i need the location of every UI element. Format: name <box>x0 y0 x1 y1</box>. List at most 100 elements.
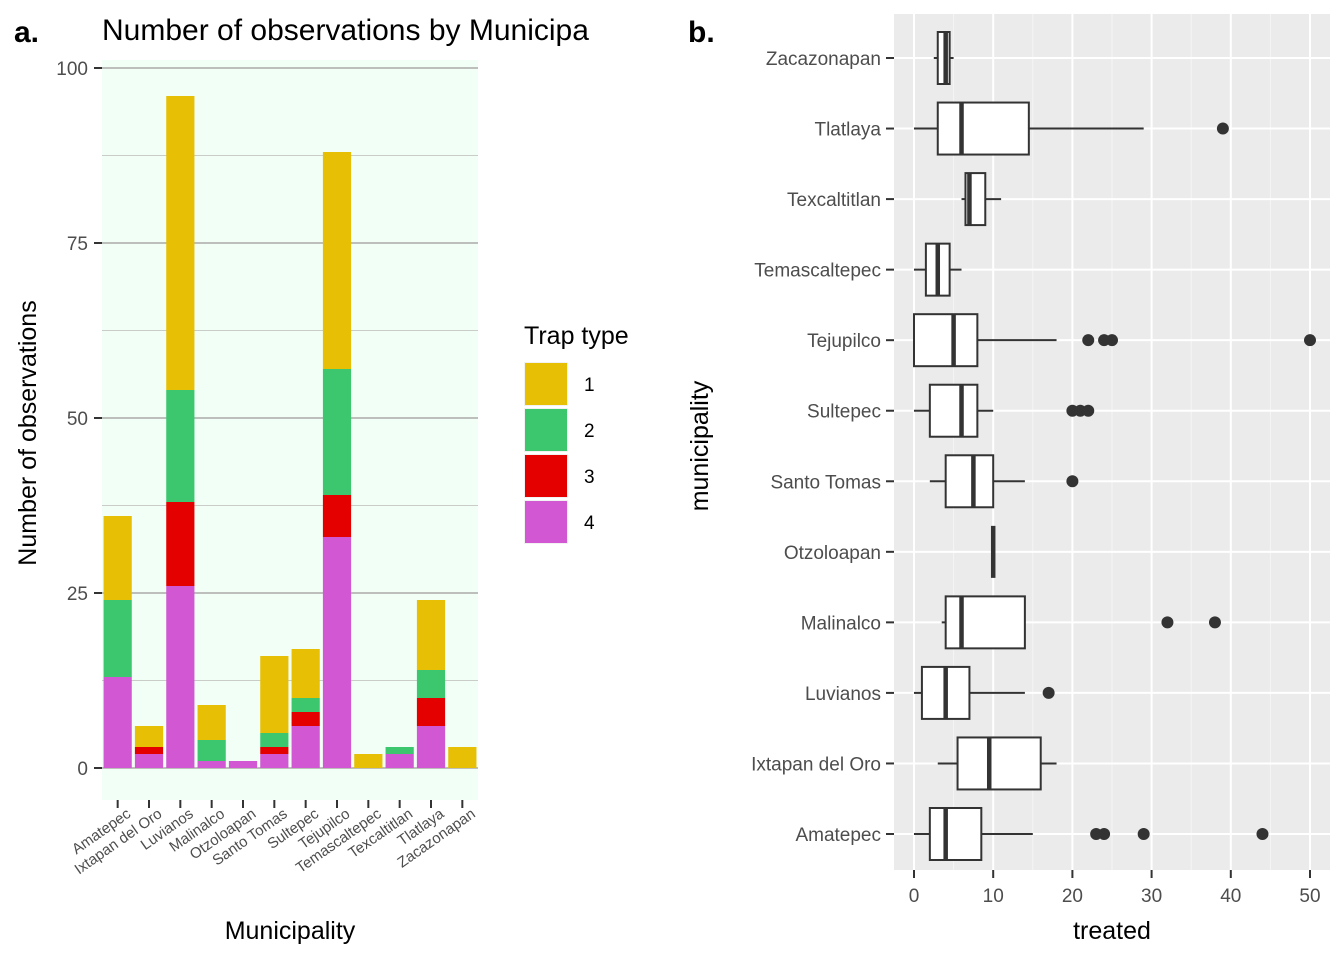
y-tick-label: Tejupilco <box>807 331 881 352</box>
bar-segment <box>416 600 446 670</box>
panel-b-tag: b. <box>688 16 715 49</box>
bar-segment <box>260 656 289 733</box>
box-tejupilco <box>913 313 1316 368</box>
outlier-point <box>1137 828 1150 840</box>
y-tick-label: Sultepec <box>807 402 881 423</box>
bar-segment <box>291 698 320 712</box>
bar-segment <box>103 677 132 768</box>
bar-segment <box>322 152 352 369</box>
box-malinalco <box>941 595 1221 650</box>
outlier-point <box>1216 122 1229 135</box>
legend-label: 1 <box>584 375 595 396</box>
legend-label: 3 <box>584 467 595 488</box>
bar-segment <box>134 754 164 768</box>
chart-a-bars <box>103 96 477 768</box>
outlier-point <box>1082 334 1095 347</box>
y-tick-label: Otzoloapan <box>784 543 881 564</box>
box-texcaltitlan <box>961 172 1002 227</box>
box-luvianos <box>914 665 1055 720</box>
bar-segment <box>166 502 195 586</box>
outlier-point <box>1082 404 1095 417</box>
y-tick-label: 0 <box>77 759 88 780</box>
y-tick-label: Ixtapan del Oro <box>751 754 881 775</box>
box-temascaltepec <box>914 242 962 297</box>
box-ixtapan-del-oro <box>937 736 1057 791</box>
legend-swatch <box>525 363 567 405</box>
chart-a-y-axis: 0 25 50 75 100 <box>56 59 102 780</box>
bar-segment <box>228 761 258 768</box>
bar-segment <box>385 754 414 768</box>
y-tick-label: 75 <box>67 234 88 255</box>
y-tick-label: 50 <box>67 409 88 430</box>
bar-segment <box>197 705 226 740</box>
y-tick-label: Texcaltitlan <box>787 190 881 211</box>
chart-a-grid <box>102 67 478 769</box>
box-iqr <box>928 383 979 438</box>
bar-segment <box>166 96 195 390</box>
box-iqr <box>944 454 995 509</box>
y-tick-label: Zacazonapan <box>766 49 881 70</box>
outlier-point <box>1098 828 1111 840</box>
panel-a: a. Number of observations by Municipa 0 2… <box>14 14 629 945</box>
legend-swatch <box>525 409 567 451</box>
bar-segment <box>103 516 132 600</box>
chart-a-title: Number of observations by Municipa <box>102 14 589 47</box>
panel-b: b. Zacazonapan Tlatlaya Texcaltitlan Temasc… <box>686 14 1330 945</box>
outlier-point <box>1042 686 1055 699</box>
bar-segment <box>322 537 352 768</box>
box-iqr <box>936 101 1030 156</box>
y-tick-label: Malinalco <box>801 613 881 634</box>
bar-segment <box>354 754 383 768</box>
box-tlatlaya <box>914 101 1229 156</box>
bar-segment <box>448 747 477 768</box>
y-tick-label: Luvianos <box>805 684 881 705</box>
y-tick-label: 100 <box>56 59 88 80</box>
bar-segment <box>166 390 195 502</box>
chart-b-boxes <box>913 31 1316 861</box>
bar-segment <box>197 761 226 768</box>
chart-b-x-axis: 0 10 20 30 40 50 <box>909 870 1321 907</box>
y-tick-label: Tlatlaya <box>814 120 881 141</box>
outlier-point <box>1161 616 1174 629</box>
chart-a-x-label: Municipality <box>225 917 356 945</box>
legend-label: 2 <box>584 421 595 442</box>
x-tick-label: 20 <box>1062 886 1083 907</box>
box-iqr <box>928 807 983 861</box>
bar-segment <box>260 733 289 747</box>
x-tick-label: 10 <box>983 886 1004 907</box>
outlier-point <box>1208 616 1221 629</box>
bar-segment <box>260 754 289 768</box>
outlier-point <box>1256 828 1269 840</box>
legend-title: Trap type <box>524 322 629 350</box>
chart-a-plot-area <box>102 60 478 800</box>
legend-swatch <box>525 501 567 543</box>
bar-segment <box>416 726 446 768</box>
bar-segment <box>291 649 320 698</box>
chart-b-y-label: municipality <box>686 380 714 511</box>
bar-segment <box>416 670 446 698</box>
chart-b-x-label: treated <box>1073 917 1151 945</box>
outlier-point <box>1304 334 1316 347</box>
bar-segment <box>322 495 352 537</box>
outlier-point <box>1066 475 1079 488</box>
box-santo-tomas <box>929 454 1079 509</box>
y-tick-label: Santo Tomas <box>770 472 881 493</box>
x-tick-label: 40 <box>1220 886 1241 907</box>
chart-b-y-axis: Zacazonapan Tlatlaya Texcaltitlan Temascalt… <box>751 49 894 846</box>
y-tick-label: Amatepec <box>795 825 881 846</box>
box-iqr <box>944 595 1026 650</box>
bar-segment <box>134 747 164 754</box>
chart-a-y-label: Number of observations <box>14 300 42 565</box>
bar-segment <box>385 747 414 754</box>
bar-segment <box>134 726 164 747</box>
bar-segment <box>260 747 289 754</box>
legend-swatch <box>525 455 567 497</box>
box-iqr <box>956 736 1042 791</box>
chart-a-legend: Trap type 1 2 3 4 <box>524 322 629 544</box>
bar-segment <box>166 586 195 768</box>
x-tick-label: 30 <box>1141 886 1162 907</box>
bar-segment <box>322 369 352 495</box>
bar-segment <box>416 698 446 726</box>
